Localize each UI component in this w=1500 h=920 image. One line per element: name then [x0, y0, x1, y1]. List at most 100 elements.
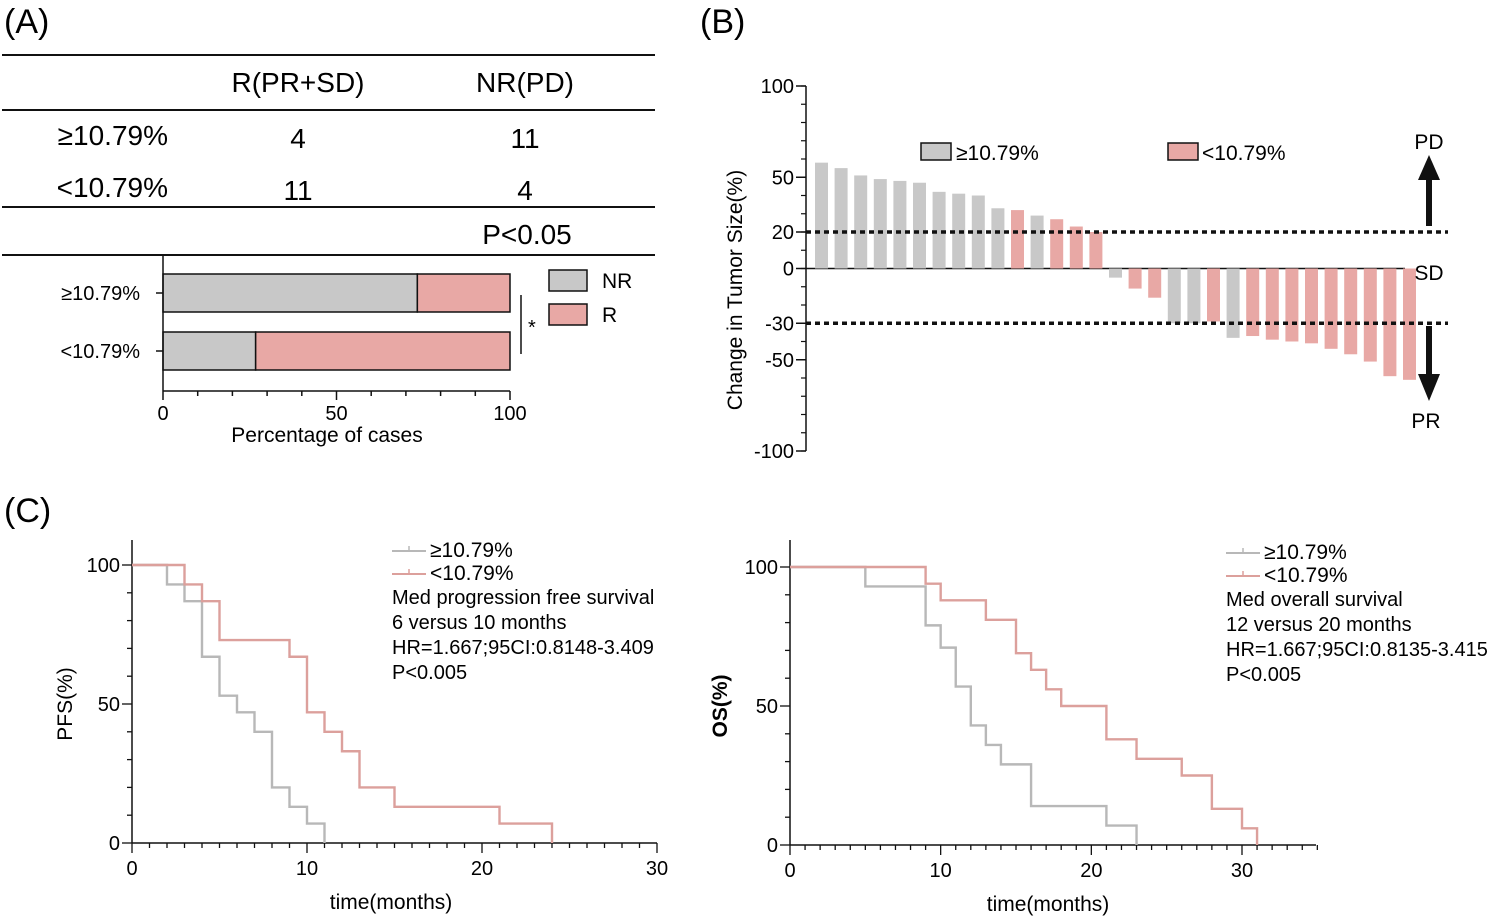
waterfall-bar: [913, 182, 926, 269]
legend-swatch-r: [548, 303, 588, 326]
waterfall-bar: [1226, 268, 1240, 338]
y-axis-title: OS(%): [709, 675, 732, 738]
table-col-nr: NR(PD): [476, 67, 574, 98]
table-row-label-high: ≥10.79%: [58, 120, 168, 151]
waterfall-bar: [1187, 268, 1201, 324]
waterfall-bar: [1069, 226, 1083, 269]
legend-label-high: ≥10.79%: [430, 539, 513, 562]
waterfall-bar: [1207, 268, 1220, 322]
stats-annotation: 12 versus 20 months: [1226, 614, 1412, 636]
waterfall-bar: [1030, 215, 1044, 269]
legend-label-high: ≥10.79%: [956, 142, 1039, 165]
bar-segment-nr: [162, 331, 257, 371]
waterfall-bar: [1265, 268, 1279, 340]
y-tick-label: 50: [98, 694, 120, 716]
bar-segment-r: [254, 331, 511, 371]
y-tick-label: 20: [772, 222, 794, 244]
y-axis-title: Change in Tumor Size(%): [724, 170, 747, 410]
x-tick-label: 50: [325, 403, 347, 425]
x-tick-label: 0: [784, 860, 795, 882]
legend-label-r: R: [602, 304, 617, 327]
x-tick-label: 30: [1231, 860, 1253, 882]
sd-label: SD: [1414, 262, 1443, 285]
waterfall-bar: [1383, 268, 1397, 377]
waterfall-bar: [834, 168, 848, 269]
y-tick-label: 100: [87, 555, 120, 577]
stats-annotation: Med progression free survival: [392, 587, 654, 609]
x-tick-label: 0: [126, 858, 137, 880]
waterfall-bar: [1305, 268, 1318, 344]
legend-swatch-low: [1167, 142, 1199, 161]
pr-arrow-head: [1418, 374, 1440, 401]
waterfall-bar: [1363, 268, 1377, 362]
waterfall-bar: [1128, 268, 1142, 289]
legend-label-low: <10.79%: [1202, 142, 1286, 165]
stats-annotation: P<0.005: [1226, 664, 1301, 686]
legend-label-high: ≥10.79%: [1264, 541, 1347, 564]
y-tick-label: 100: [761, 76, 794, 98]
waterfall-bar: [893, 180, 907, 269]
stats-annotation: P<0.005: [392, 662, 467, 684]
waterfall-bar: [952, 193, 966, 269]
pd-arrow-head: [1418, 155, 1440, 180]
table-cell-high-r: 4: [290, 123, 306, 154]
stats-annotation: Med overall survival: [1226, 589, 1403, 611]
waterfall-bar: [1324, 268, 1338, 349]
x-axis-title: time(months): [330, 891, 453, 914]
table-cell-low-nr: 4: [517, 175, 533, 206]
significance-star: *: [528, 317, 536, 339]
y-tick-label: 0: [767, 835, 778, 857]
stacked-bar-chart: ≥10.79% <10.79% 0 50 100 Percentage of cases *…: [60, 255, 632, 447]
x-tick-label: 30: [646, 858, 668, 880]
table-row-label-low: <10.79%: [57, 172, 168, 203]
km-curve-low: [790, 565, 1259, 845]
bar-segment-nr: [162, 273, 419, 313]
waterfall-chart: (B) 100 50 20 0 -30 -50 -100 Change in Tumor Siz…: [700, 3, 1448, 463]
waterfall-bar: [1167, 268, 1181, 324]
y-tick-label: 100: [745, 557, 778, 579]
y-tick-label: 50: [756, 696, 778, 718]
bar-category-label: ≥10.79%: [61, 283, 140, 305]
legend-swatch-high: [920, 142, 952, 161]
x-tick-label: 100: [493, 403, 526, 425]
table-cell-low-r: 11: [283, 175, 312, 206]
waterfall-bar: [1148, 268, 1162, 298]
panel-c-label: (C): [4, 492, 51, 530]
x-tick-label: 0: [157, 403, 168, 425]
pd-label: PD: [1414, 131, 1443, 154]
y-tick-label: 0: [109, 833, 120, 855]
y-tick-label: 50: [772, 167, 794, 189]
panel-b-label: (B): [700, 3, 745, 41]
legend-label-low: <10.79%: [430, 562, 514, 585]
y-tick-label: -100: [754, 441, 794, 463]
waterfall-bar: [1011, 210, 1024, 269]
waterfall-bar: [1285, 268, 1299, 342]
km-curve-high: [790, 565, 1138, 845]
response-table: R(PR+SD) NR(PD) ≥10.79% 4 11 <10.79% 11 …: [2, 54, 655, 256]
bar-segment-r: [416, 273, 511, 313]
waterfall-bar: [1344, 268, 1358, 355]
x-tick-label: 20: [1080, 860, 1102, 882]
pr-label: PR: [1411, 410, 1440, 433]
waterfall-bar: [1246, 268, 1260, 337]
waterfall-bar: [932, 191, 946, 269]
x-axis-title: time(months): [987, 893, 1110, 916]
panel-a-label: (A): [4, 3, 49, 41]
os-km-chart: 0 50 100 0 10 20 30 time(months) OS(%) ≥10.79%<10…: [709, 540, 1488, 916]
y-tick-label: -50: [765, 350, 794, 372]
x-tick-label: 20: [471, 858, 493, 880]
bar-category-label: <10.79%: [60, 341, 140, 363]
km-curve-low: [132, 563, 554, 843]
legend-label-nr: NR: [602, 270, 632, 293]
waterfall-bar: [873, 179, 887, 269]
table-p-value: P<0.05: [482, 219, 572, 250]
stats-annotation: HR=1.667;95CI:0.8148-3.409: [392, 637, 654, 659]
stats-annotation: HR=1.667;95CI:0.8135-3.415: [1226, 639, 1488, 661]
x-axis-title: Percentage of cases: [231, 424, 422, 447]
y-tick-label: -30: [765, 313, 794, 335]
stats-annotation: 6 versus 10 months: [392, 612, 567, 634]
x-tick-label: 10: [930, 860, 952, 882]
table-col-r: R(PR+SD): [231, 67, 364, 98]
waterfall-bar: [1109, 268, 1122, 278]
